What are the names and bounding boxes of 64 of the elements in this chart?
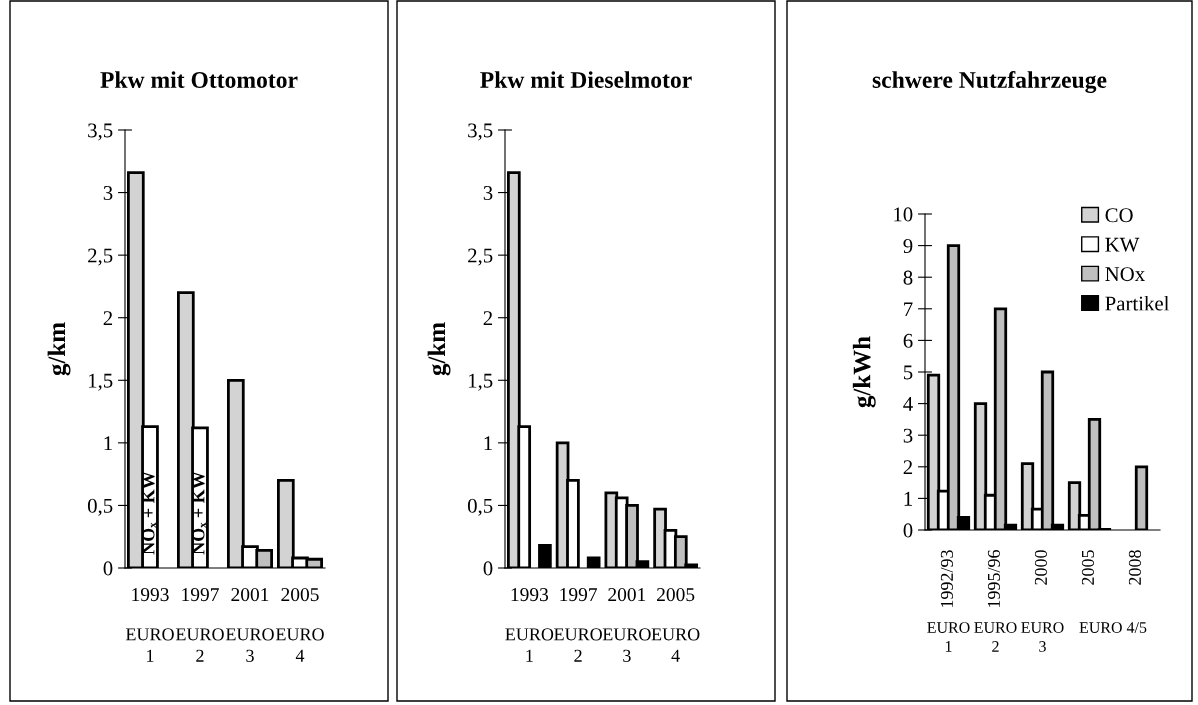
- y-tick-label: 1,5: [468, 373, 493, 391]
- x-tick-label: 1993: [132, 588, 169, 602]
- chart-title: schwere Nutzfahrzeuge: [872, 71, 1107, 93]
- legend-label: Partikel: [1105, 295, 1170, 311]
- x-tick-label: 2008: [1128, 550, 1142, 585]
- y-tick-label: 1: [484, 436, 492, 451]
- y-tick-label: 0,5: [467, 498, 493, 516]
- text: EURO 4: [275, 628, 324, 662]
- y-tick-label: 2: [903, 460, 913, 475]
- text: EURO 3: [602, 628, 651, 662]
- y-tick-label: 3: [103, 186, 113, 200]
- y-tick-label: 0: [483, 561, 493, 576]
- legend-label: KW: [1105, 237, 1140, 252]
- text: EURO 2: [554, 628, 602, 662]
- y-tick-label: 8: [903, 270, 913, 285]
- y-tick-label: 1: [104, 436, 112, 451]
- y-tick-label: 3: [483, 186, 493, 200]
- x-tick-label: 1995/96: [987, 549, 1001, 608]
- y-axis-title: g/km: [47, 322, 71, 376]
- text: EURO 2: [974, 622, 1017, 652]
- x-tick-label: 1992/93: [940, 550, 954, 608]
- y-tick-label: 2,5: [468, 248, 493, 266]
- text: EURO 4: [651, 628, 700, 662]
- x-tick-label: 1997: [182, 588, 219, 602]
- chart-title: Pkw mit Dieselmotor: [480, 71, 692, 88]
- annotation: NOₓ + KW: [192, 471, 206, 555]
- x-tick-label: 1997: [560, 588, 598, 602]
- y-tick-label: 10: [894, 207, 913, 222]
- y-tick-label: 3,5: [88, 123, 113, 141]
- legend-label: NOx: [1105, 267, 1145, 282]
- y-tick-label: 2,5: [88, 248, 113, 266]
- text: EURO 1: [927, 622, 970, 652]
- x-tick-label: 1993: [511, 588, 549, 602]
- y-tick-label: 1,5: [88, 373, 113, 391]
- x-tick-label: 2001: [231, 588, 269, 602]
- y-tick-label: 0: [103, 561, 113, 576]
- x-tick-label: 2005: [281, 588, 319, 602]
- x-tick-label: 2005: [1081, 550, 1095, 585]
- y-tick-label: 2: [483, 311, 493, 325]
- x-tick-label: 2000: [1034, 550, 1048, 585]
- x-tick-label: 2001: [608, 588, 646, 602]
- text: EURO 3: [1021, 622, 1064, 652]
- y-axis-title: g/kWh: [852, 336, 876, 408]
- y-tick-label: 0,5: [87, 498, 113, 516]
- y-axis-title: g/km: [427, 322, 451, 376]
- y-tick-label: 4: [903, 397, 913, 411]
- text: EURO 1: [505, 628, 554, 662]
- chart-title: Pkw mit Ottomotor: [100, 71, 298, 88]
- y-tick-label: 5: [903, 365, 913, 380]
- y-tick-label: 7: [904, 302, 913, 317]
- y-tick-label: 3,5: [468, 123, 493, 141]
- y-tick-label: 9: [903, 239, 913, 254]
- annotation: NOₓ + KW: [142, 471, 156, 555]
- legend-label: CO: [1105, 208, 1133, 223]
- y-tick-label: 0: [903, 523, 913, 538]
- y-tick-label: 6: [903, 333, 913, 348]
- y-tick-label: 3: [903, 428, 913, 443]
- text: EURO 3: [225, 628, 274, 662]
- text: EURO 1: [125, 628, 174, 662]
- y-tick-label: 1: [904, 491, 912, 506]
- y-tick-label: 2: [103, 311, 113, 325]
- x-tick-label: 2005: [657, 588, 695, 602]
- text: EURO 2: [175, 628, 224, 662]
- text: EURO 4/5: [1079, 622, 1147, 633]
